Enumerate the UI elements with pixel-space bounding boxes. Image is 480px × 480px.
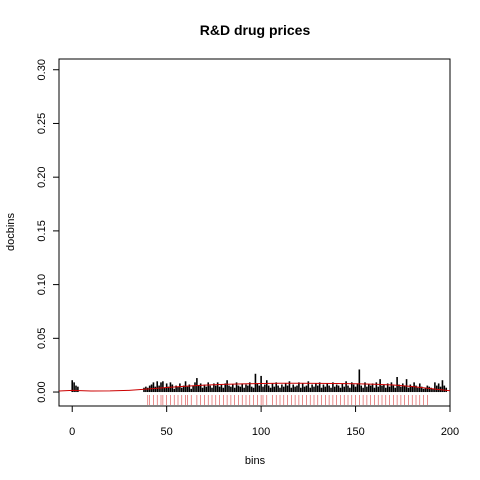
- bars-group: [71, 369, 448, 393]
- density-curve: [58, 382, 451, 392]
- x-axis-label: bins: [245, 455, 266, 467]
- y-tick-label: 0.25: [36, 113, 48, 134]
- rug-group: [147, 395, 428, 405]
- y-tick-label: 0.30: [36, 59, 48, 80]
- x-tick-label: 100: [252, 426, 270, 438]
- x-tick-label: 200: [441, 426, 459, 438]
- chart-title: R&D drug prices: [200, 22, 311, 38]
- y-tick-label: 0.05: [36, 328, 48, 349]
- x-tick-label: 150: [346, 426, 364, 438]
- plot-frame: [58, 58, 451, 407]
- y-axis-label: docbins: [5, 213, 17, 251]
- y-tick-label: 0.10: [36, 274, 48, 295]
- y-tick-label: 0.20: [36, 166, 48, 187]
- y-tick-label: 0.15: [36, 220, 48, 241]
- y-tick-label: 0.00: [36, 381, 48, 402]
- x-tick-label: 50: [161, 426, 173, 438]
- x-tick-label: 0: [69, 426, 75, 438]
- x-axis: 0 50 100 150 200: [69, 405, 459, 438]
- y-axis: 0.00 0.05 0.10 0.15 0.20 0.25 0.30: [36, 59, 60, 403]
